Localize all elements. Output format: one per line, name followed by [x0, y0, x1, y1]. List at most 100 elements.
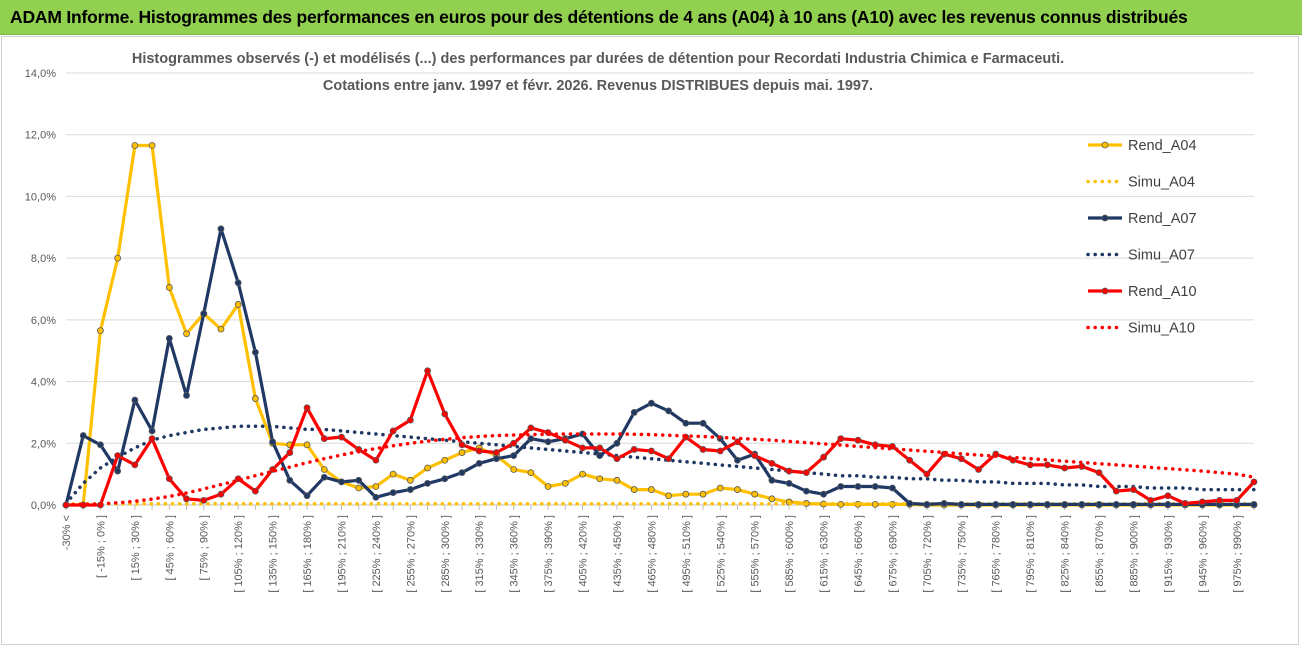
- data-point-rend-a07: [97, 441, 104, 449]
- data-point-rend-a07: [544, 438, 552, 446]
- data-point-rend-a07: [527, 435, 535, 443]
- data-point-rend-a04: [647, 486, 655, 493]
- data-point-rend-a07: [424, 479, 431, 487]
- legend-marker-rend-a07: [1101, 214, 1109, 222]
- x-tick-label: [ 585% ; 600% ]: [784, 515, 796, 593]
- legend-label-rend-a04: Rend_A04: [1128, 138, 1197, 154]
- x-tick-label: [ 15% ; 30% ]: [130, 515, 142, 580]
- data-point-rend-a10: [217, 490, 225, 498]
- data-point-rend-a04: [561, 479, 569, 487]
- series-line-simu-a10: [64, 432, 1256, 507]
- data-point-rend-a04: [544, 483, 552, 490]
- data-point-rend-a07: [630, 409, 638, 416]
- data-point-rend-a04: [682, 490, 690, 498]
- data-point-rend-a10: [923, 470, 931, 478]
- x-tick-label: [ 885% ; 900% ]: [1128, 515, 1140, 593]
- x-tick-label: [ 195% ; 210% ]: [336, 515, 348, 593]
- data-point-rend-a07: [1164, 500, 1172, 508]
- x-tick-label: [ 315% ; 330% ]: [474, 515, 486, 593]
- data-point-rend-a07: [338, 478, 345, 486]
- data-point-rend-a04: [372, 483, 380, 490]
- data-point-rend-a10: [785, 467, 793, 475]
- data-point-rend-a10: [1198, 498, 1206, 506]
- data-point-rend-a07: [1130, 500, 1137, 508]
- data-point-rend-a04: [424, 464, 431, 472]
- data-point-rend-a10: [837, 435, 845, 443]
- data-point-rend-a07: [1026, 500, 1034, 508]
- y-tick-label: 8,0%: [31, 253, 56, 265]
- data-point-rend-a10: [561, 436, 569, 444]
- data-point-rend-a10: [665, 455, 673, 463]
- data-point-rend-a07: [665, 407, 673, 415]
- data-point-rend-a04: [630, 486, 638, 493]
- data-point-rend-a07: [699, 419, 707, 427]
- data-point-rend-a10: [751, 452, 759, 460]
- data-point-rend-a07: [785, 479, 793, 487]
- data-point-rend-a10: [613, 455, 621, 463]
- legend-marker-rend-a10: [1101, 287, 1109, 295]
- data-point-rend-a07: [1250, 500, 1258, 508]
- data-point-rend-a10: [1181, 500, 1189, 507]
- data-point-rend-a04: [699, 490, 707, 498]
- report-banner: ADAM Informe. Histogrammes des performan…: [0, 0, 1302, 35]
- x-tick-label: [ 735% ; 750% ]: [956, 515, 968, 593]
- x-tick-label: [ 165% ; 180% ]: [302, 515, 314, 593]
- data-point-rend-a04: [596, 475, 604, 483]
- data-point-rend-a10: [820, 453, 827, 461]
- data-point-rend-a07: [647, 399, 655, 407]
- data-point-rend-a07: [923, 500, 931, 508]
- data-point-rend-a10: [579, 444, 586, 452]
- x-tick-label: [ 435% ; 450% ]: [612, 515, 624, 593]
- data-point-rend-a04: [97, 327, 104, 335]
- y-tick-label: 14,0%: [25, 68, 56, 80]
- x-tick-label: [ 615% ; 630% ]: [819, 515, 831, 593]
- x-tick-label: [ 405% ; 420% ]: [578, 515, 590, 593]
- data-point-rend-a10: [906, 456, 914, 464]
- data-point-rend-a10: [114, 452, 122, 460]
- data-point-rend-a07: [837, 483, 845, 490]
- data-point-rend-a10: [1250, 478, 1258, 486]
- data-point-rend-a10: [1164, 492, 1172, 500]
- x-tick-label: [ -15% ; 0% ]: [95, 515, 107, 578]
- data-point-rend-a10: [854, 436, 862, 444]
- data-point-rend-a10: [1233, 496, 1241, 504]
- legend-label-simu-a07: Simu_A07: [1128, 248, 1195, 264]
- data-point-rend-a07: [854, 483, 862, 490]
- data-point-rend-a04: [510, 466, 518, 473]
- data-point-rend-a04: [114, 254, 122, 262]
- x-tick-label: [ 765% ; 780% ]: [991, 515, 1003, 593]
- x-tick-label: [ 345% ; 360% ]: [509, 515, 521, 593]
- data-point-rend-a04: [234, 301, 242, 308]
- data-point-rend-a07: [734, 456, 741, 464]
- x-tick-label: [ 855% ; 870% ]: [1094, 515, 1106, 593]
- data-point-rend-a10: [458, 441, 466, 449]
- data-point-rend-a07: [1112, 500, 1120, 508]
- x-tick-label: [ 45% ; 60% ]: [164, 515, 176, 580]
- data-point-rend-a07: [320, 473, 328, 481]
- legend-marker-rend-a04: [1101, 141, 1109, 149]
- data-point-rend-a07: [475, 459, 483, 467]
- data-point-rend-a10: [493, 449, 500, 456]
- data-point-rend-a10: [1026, 461, 1034, 469]
- data-point-rend-a10: [165, 475, 173, 483]
- data-point-rend-a10: [200, 496, 208, 504]
- x-tick-label: [ 105% ; 120% ]: [233, 515, 245, 593]
- data-point-rend-a04: [613, 476, 621, 484]
- data-point-rend-a07: [458, 469, 466, 477]
- data-point-rend-a10: [131, 461, 139, 469]
- x-tick-label: [ 465% ; 480% ]: [646, 515, 658, 593]
- data-point-rend-a10: [1043, 461, 1051, 469]
- x-tick-label: [ 975% ; 990% ]: [1232, 515, 1244, 593]
- data-point-rend-a10: [320, 435, 328, 443]
- data-point-rend-a10: [441, 410, 449, 418]
- data-point-rend-a10: [1130, 486, 1137, 493]
- data-point-rend-a04: [165, 284, 173, 291]
- data-point-rend-a04: [183, 330, 190, 338]
- data-point-rend-a10: [957, 455, 965, 463]
- data-point-rend-a07: [441, 475, 449, 483]
- data-point-rend-a07: [975, 500, 982, 508]
- x-tick-label: [ 495% ; 510% ]: [681, 515, 693, 593]
- data-point-rend-a10: [527, 424, 535, 432]
- x-tick-label: [ 645% ; 660% ]: [853, 515, 865, 593]
